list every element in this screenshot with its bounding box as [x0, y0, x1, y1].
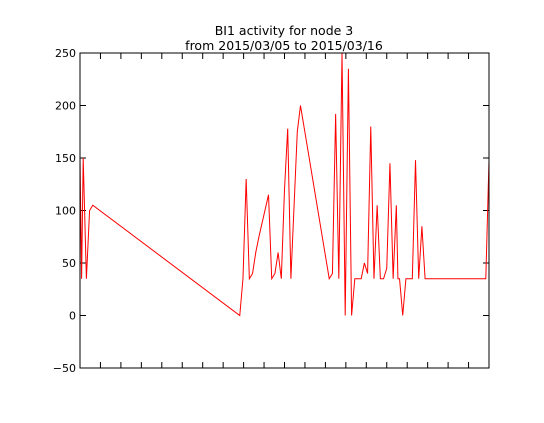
y-tick-label: 100 [55, 205, 76, 218]
y-tick-label: −50 [53, 362, 76, 375]
y-tick-label: 200 [55, 100, 76, 113]
y-tick-label: 150 [55, 152, 76, 165]
y-tick-label: 250 [55, 47, 76, 60]
chart-subtitle: from 2015/03/05 to 2015/03/16 [185, 38, 383, 53]
axes-frame [79, 52, 490, 369]
plot-area: −50 0 50 100 150 200 250 [53, 47, 490, 375]
y-tick-label: 50 [62, 257, 76, 270]
series-line [79, 52, 490, 317]
chart-title: BI1 activity for node 3 [215, 23, 354, 38]
y-tick-label: 0 [69, 310, 76, 323]
